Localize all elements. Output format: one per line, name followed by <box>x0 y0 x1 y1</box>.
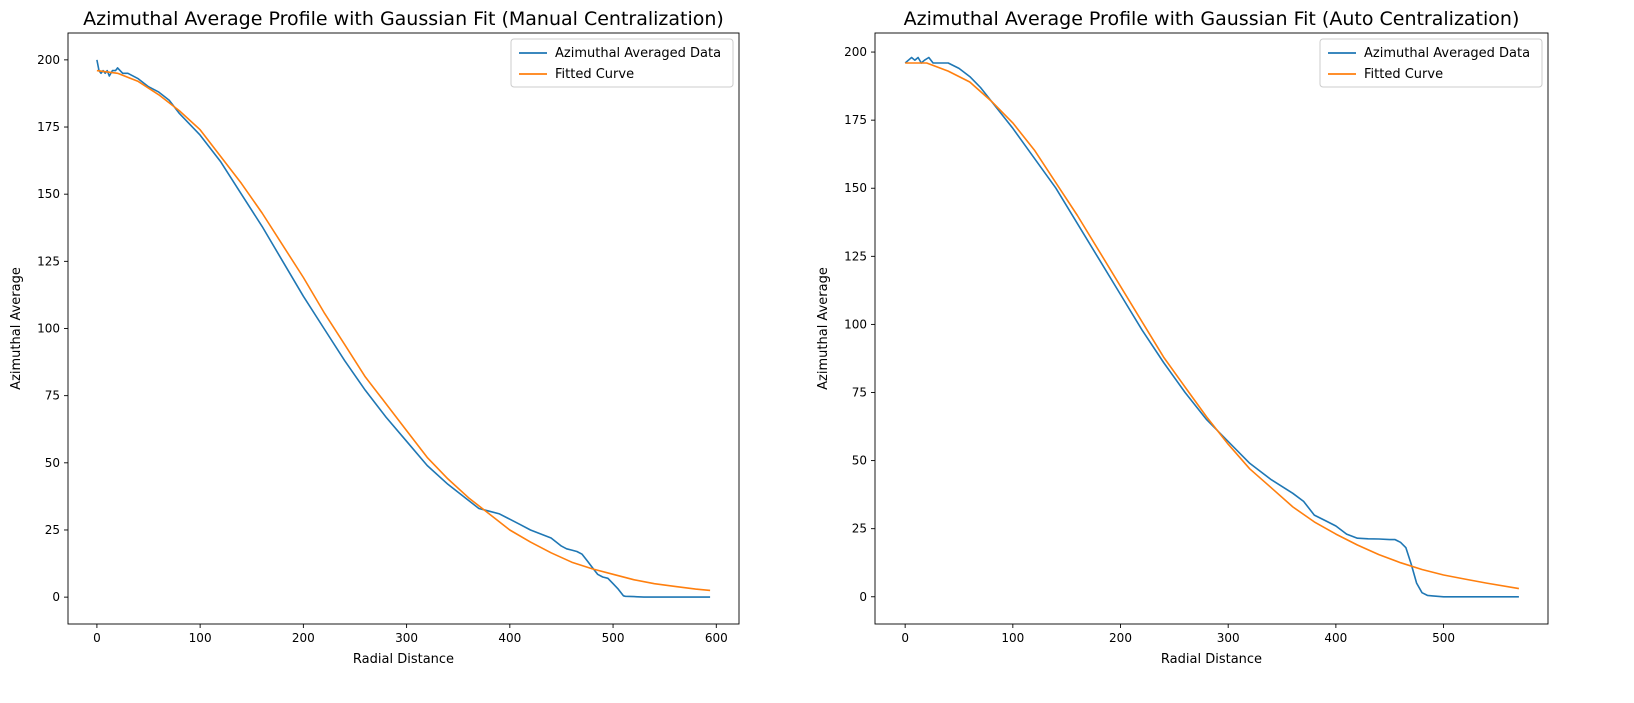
x-tick-label: 500 <box>1432 631 1455 645</box>
y-tick-label: 175 <box>37 120 60 134</box>
x-tick-label: 400 <box>498 631 521 645</box>
x-axis-label: Radial Distance <box>353 652 454 667</box>
plot-frame <box>874 32 1549 625</box>
y-tick-label: 200 <box>37 53 60 67</box>
y-tick-label: 50 <box>852 454 867 468</box>
y-tick-label: 0 <box>859 590 867 604</box>
y-tick-label: 100 <box>37 322 60 336</box>
x-tick-label: 500 <box>602 631 625 645</box>
legend: Azimuthal Averaged Data Fitted Curve <box>510 38 734 88</box>
y-tick-label: 75 <box>852 386 867 400</box>
y-tick-label: 50 <box>45 456 60 470</box>
x-tick-label: 200 <box>292 631 315 645</box>
y-tick-label: 150 <box>37 187 60 201</box>
y-axis-label: Azimuthal Average <box>9 267 24 390</box>
y-tick-label: 175 <box>844 113 867 127</box>
x-tick-label: 600 <box>705 631 728 645</box>
y-tick-label: 200 <box>844 45 867 59</box>
y-tick-label: 150 <box>844 181 867 195</box>
chart-auto-centralization: 0 100 200 300 400 500 0 25 50 75 100 125 150 175 200 Az… <box>816 8 1549 667</box>
x-tick-label: 300 <box>395 631 418 645</box>
x-tick-label: 0 <box>93 631 101 645</box>
x-tick-label: 0 <box>901 631 909 645</box>
y-tick-label: 25 <box>852 522 867 536</box>
x-tick-label: 100 <box>189 631 212 645</box>
y-tick-label: 0 <box>52 590 60 604</box>
y-tick-label: 125 <box>37 254 60 268</box>
x-axis-label: Radial Distance <box>1161 652 1262 667</box>
legend-label-fitted-curve: Fitted Curve <box>1364 67 1443 82</box>
x-tick-label: 400 <box>1324 631 1347 645</box>
legend-box <box>510 38 734 88</box>
chart-title: Azimuthal Average Profile with Gaussian … <box>83 8 724 30</box>
y-tick-label: 75 <box>45 389 60 403</box>
x-tick-label: 300 <box>1217 631 1240 645</box>
chart-manual-centralization: 0 100 200 300 400 500 600 0 25 50 75 100 125 150 175 20… <box>9 8 740 667</box>
x-tick-label: 200 <box>1109 631 1132 645</box>
chart-title: Azimuthal Average Profile with Gaussian … <box>904 8 1520 30</box>
legend-label-fitted-curve: Fitted Curve <box>555 67 634 82</box>
series-line-fitted-curve <box>905 62 1520 590</box>
legend: Azimuthal Averaged Data Fitted Curve <box>1319 38 1543 88</box>
series-line-fitted-curve <box>96 69 711 592</box>
x-tick-label: 100 <box>1001 631 1024 645</box>
series-line-azimuthal-averaged-data <box>96 59 711 598</box>
plot-frame <box>67 32 740 625</box>
y-tick-label: 25 <box>45 523 60 537</box>
legend-label-azimuthal-averaged-data: Azimuthal Averaged Data <box>1364 46 1530 61</box>
legend-box <box>1319 38 1543 88</box>
legend-label-azimuthal-averaged-data: Azimuthal Averaged Data <box>555 46 721 61</box>
series-line-azimuthal-averaged-data <box>904 56 1519 598</box>
y-tick-label: 100 <box>844 317 867 331</box>
y-tick-label: 125 <box>844 249 867 263</box>
y-axis-label: Azimuthal Average <box>816 267 831 390</box>
